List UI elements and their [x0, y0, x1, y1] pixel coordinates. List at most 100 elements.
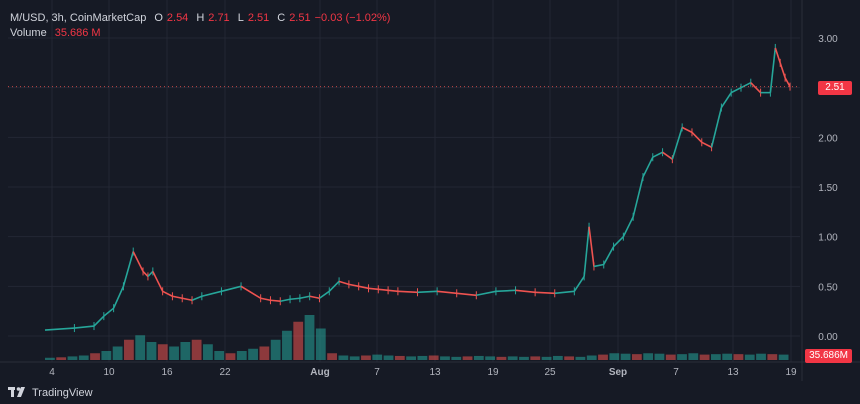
volume-label[interactable]: Volume [10, 27, 47, 39]
volume-bar [361, 355, 371, 360]
price-segment [289, 297, 300, 301]
price-segment [328, 280, 340, 292]
price-segment [182, 297, 193, 302]
volume-tag: 35.686M [805, 349, 852, 363]
price-segment [368, 287, 379, 291]
volume-bar [598, 354, 608, 360]
x-tick-label: Aug [310, 367, 329, 378]
volume-bar [169, 346, 179, 360]
volume-bar [203, 344, 213, 360]
volume-bar [620, 353, 631, 360]
price-segment [632, 176, 644, 217]
x-tick-label: 25 [544, 367, 556, 378]
volume-bar [56, 357, 67, 360]
volume-bar [45, 357, 55, 360]
volume-bar [440, 356, 450, 360]
price-segment [622, 216, 634, 238]
volume-bar [519, 356, 529, 360]
symbol-label[interactable]: M/USD, 3h, CoinMarketCap [10, 12, 147, 24]
volume-bar [507, 356, 518, 360]
price-segment [476, 290, 497, 297]
x-tick-label: 10 [103, 367, 115, 378]
price-segment [671, 127, 683, 160]
low-label: L [237, 12, 244, 24]
volume-bar [654, 353, 665, 360]
price-segment [338, 280, 350, 286]
volume-bar [473, 355, 484, 360]
volume-bar [304, 315, 315, 360]
volume-bar [124, 339, 134, 360]
volume-bar [248, 348, 258, 360]
open-label: O [154, 12, 163, 24]
volume-bar [451, 356, 462, 360]
price-segment [152, 271, 164, 292]
price-segment [588, 226, 595, 267]
y-tick-label: 2.00 [818, 133, 838, 144]
y-tick-label: 0.50 [818, 282, 838, 293]
chart-area[interactable]: 3.002.502.001.501.000.500.004101622Aug71… [0, 0, 860, 381]
price-segment [710, 107, 723, 148]
price-segment [515, 289, 536, 294]
low-value: 2.51 [247, 12, 270, 24]
x-tick-label: 13 [727, 367, 739, 378]
y-tick-label: 0.00 [818, 332, 838, 343]
open-value: 2.54 [166, 12, 189, 24]
price-segment [122, 251, 134, 287]
price-segment [142, 270, 149, 277]
volume-bar [146, 342, 157, 360]
volume-bar [180, 342, 191, 360]
price-segment [388, 289, 398, 293]
price-segment [573, 275, 585, 292]
price-segment [348, 283, 359, 288]
ohlc-row: M/USD, 3h, CoinMarketCap O 2.54 H 2.71 L 2.… [10, 11, 390, 26]
chart-legend: M/USD, 3h, CoinMarketCap O 2.54 H 2.71 L 2.… [10, 11, 390, 41]
price-segment [132, 251, 144, 272]
volume-bar [564, 356, 575, 360]
volume-bar [428, 355, 439, 360]
price-chart[interactable]: 3.002.502.001.501.000.500.004101622Aug71… [0, 0, 860, 381]
volume-bar [462, 356, 473, 360]
volume-bar [135, 335, 146, 360]
price-segment [319, 290, 330, 299]
price-segment [378, 288, 389, 292]
volume-bar [90, 353, 100, 360]
volume-bar [541, 356, 552, 360]
x-tick-label: Sep [609, 367, 627, 378]
price-segment [603, 246, 615, 265]
volume-bar [191, 339, 202, 360]
price-segment [750, 82, 762, 94]
x-tick-label: 7 [374, 367, 380, 378]
price-segment [221, 285, 242, 293]
volume-bar [677, 354, 687, 360]
brand-label[interactable]: TradingView [32, 386, 93, 399]
volume-bar [406, 356, 416, 360]
price-segment [652, 151, 663, 158]
volume-value: 35.686 M [54, 27, 101, 39]
close-value: 2.51 [289, 12, 311, 24]
tradingview-logo-icon[interactable] [8, 386, 28, 399]
price-segment [280, 298, 291, 303]
price-segment [769, 47, 777, 93]
price-segment [740, 81, 752, 89]
volume-bar [259, 346, 270, 360]
price-segment [593, 263, 604, 268]
price-segment [74, 325, 95, 329]
volume-bar [631, 354, 642, 360]
volume-bar [756, 353, 766, 360]
price-segment [779, 62, 786, 78]
volume-bar [496, 356, 507, 360]
price-segment [495, 289, 516, 293]
volume-bar [710, 354, 721, 360]
volume-bar [67, 356, 78, 360]
volume-bar [575, 356, 586, 360]
x-tick-label: 19 [487, 367, 499, 378]
price-segment [44, 327, 75, 331]
volume-bar [293, 321, 304, 360]
volume-bar [665, 354, 676, 360]
price-segment [103, 307, 115, 317]
price-segment [774, 47, 781, 64]
volume-bar [609, 353, 620, 360]
volume-bar [699, 354, 710, 360]
volume-bar [282, 330, 292, 360]
volume-bar [722, 353, 733, 360]
